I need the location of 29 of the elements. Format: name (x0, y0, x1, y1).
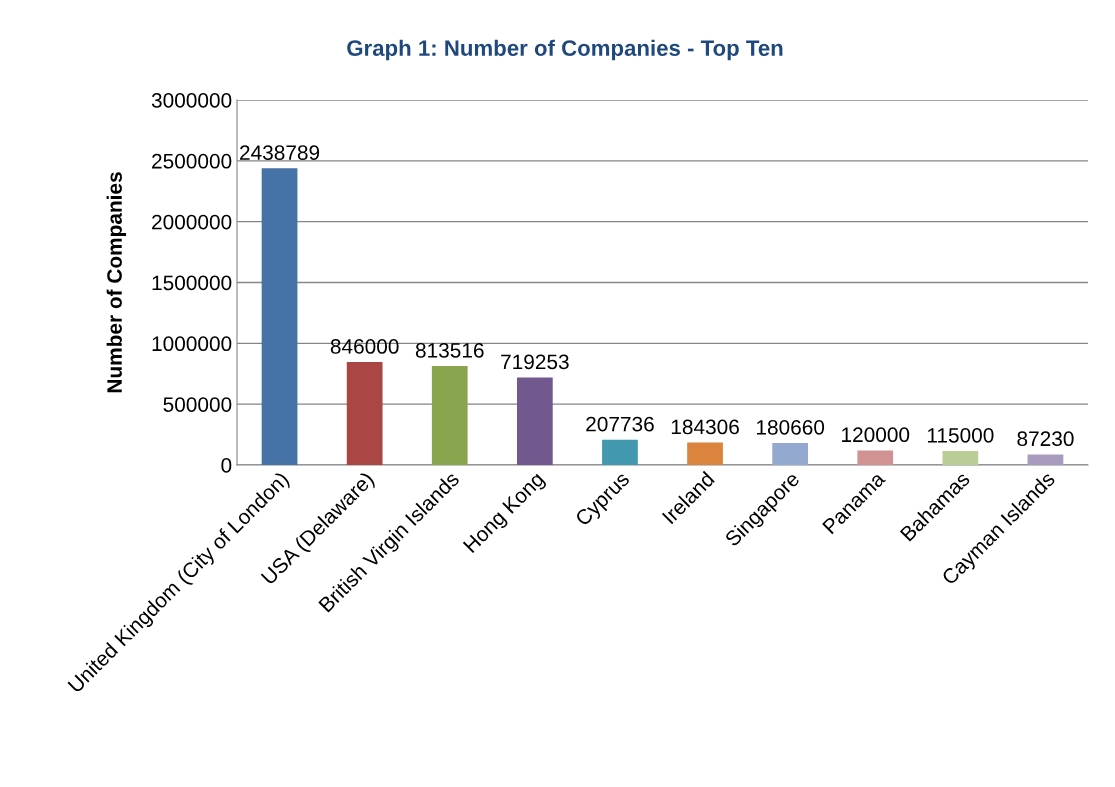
data-label: 813516 (415, 342, 484, 358)
bar (346, 362, 383, 465)
y-tick-label: 500000 (163, 397, 232, 412)
data-label: 846000 (330, 339, 399, 354)
data-label: 207736 (586, 416, 654, 432)
data-label: 115000 (927, 427, 994, 443)
data-label: 120000 (842, 427, 910, 443)
data-label: 2438789 (240, 145, 320, 160)
y-tick-label: 1500000 (152, 275, 232, 291)
bar (261, 168, 298, 465)
chart-title: Graph 1: Number of Companies - Top Ten (347, 39, 783, 61)
data-label: 87230 (1017, 431, 1074, 447)
bar (687, 442, 723, 465)
bar (942, 451, 979, 465)
data-label: 184306 (671, 419, 739, 435)
y-tick-label: 3000000 (151, 93, 232, 108)
bar (1027, 454, 1064, 465)
y-axis-title: Number of Companies (106, 172, 127, 393)
data-label: 719253 (501, 354, 569, 370)
y-tick-label: 2000000 (152, 214, 232, 230)
bar (516, 377, 553, 465)
bar (602, 439, 638, 465)
y-tick-label: 0 (221, 458, 232, 473)
y-tick-label: 2500000 (152, 153, 232, 169)
bar (431, 366, 468, 465)
y-tick-label: 1000000 (152, 336, 232, 352)
data-label: 180660 (756, 419, 825, 435)
bar (772, 443, 809, 465)
bar (857, 450, 894, 465)
